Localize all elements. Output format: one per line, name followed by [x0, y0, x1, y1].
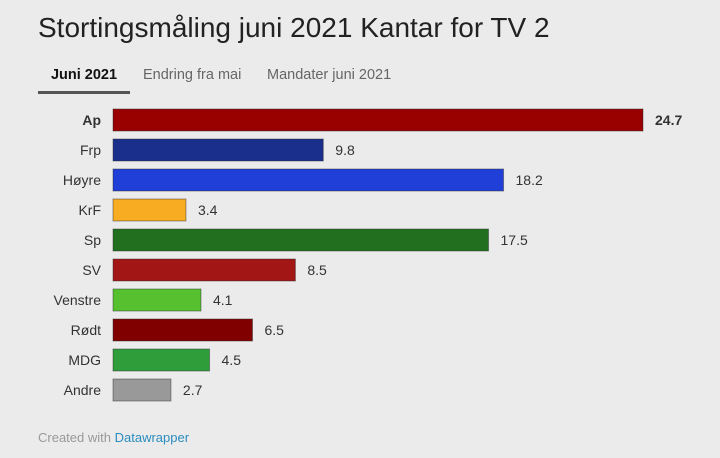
- category-label-andre: Andre: [64, 382, 102, 398]
- value-label-rodt: 6.5: [264, 322, 284, 338]
- bar-mdg[interactable]: [112, 348, 211, 372]
- bar-frp[interactable]: [112, 138, 324, 162]
- value-label-frp: 9.8: [335, 142, 355, 158]
- value-label-andre: 2.7: [183, 382, 203, 398]
- value-label-mdg: 4.5: [222, 352, 242, 368]
- bar-sv[interactable]: [112, 258, 296, 282]
- footer: Created with Datawrapper: [38, 430, 189, 445]
- value-label-venstre: 4.1: [213, 292, 233, 308]
- category-label-mdg: MDG: [68, 352, 101, 368]
- tab-endring-fra-mai[interactable]: Endring fra mai: [143, 67, 242, 83]
- bar-chart: Ap 24.7 Frp 9.8 Høyre 18.2 KrF 3.4 Sp 17.5 SV 8.5 Ve…: [54, 108, 682, 402]
- value-label-hoyre: 18.2: [516, 172, 543, 188]
- category-label-ap: Ap: [82, 112, 101, 128]
- bar-sp[interactable]: [112, 228, 490, 252]
- category-label-krf: KrF: [78, 202, 101, 218]
- category-label-rodt: Rødt: [71, 322, 101, 338]
- tab-mandater-juni-2021[interactable]: Mandater juni 2021: [267, 67, 392, 83]
- value-label-krf: 3.4: [198, 202, 218, 218]
- category-label-sv: SV: [82, 262, 101, 278]
- value-label-sp: 17.5: [501, 232, 528, 248]
- footer-prefix: Created with: [38, 430, 111, 445]
- bar-hoyre[interactable]: [112, 168, 505, 192]
- chart-title: Stortingsmåling juni 2021 Kantar for TV …: [38, 12, 550, 43]
- bar-rodt[interactable]: [112, 318, 253, 342]
- datawrapper-link[interactable]: Datawrapper: [114, 430, 190, 445]
- bar-krf[interactable]: [112, 198, 187, 222]
- category-label-sp: Sp: [84, 232, 101, 248]
- bar-ap[interactable]: [112, 108, 644, 132]
- category-label-frp: Frp: [80, 142, 101, 158]
- value-label-sv: 8.5: [307, 262, 327, 278]
- category-label-venstre: Venstre: [54, 292, 102, 308]
- category-label-hoyre: Høyre: [63, 172, 101, 188]
- bar-andre[interactable]: [112, 378, 172, 402]
- value-label-ap: 24.7: [655, 112, 682, 128]
- bar-venstre[interactable]: [112, 288, 202, 312]
- tab-juni-2021[interactable]: Juni 2021: [38, 62, 130, 94]
